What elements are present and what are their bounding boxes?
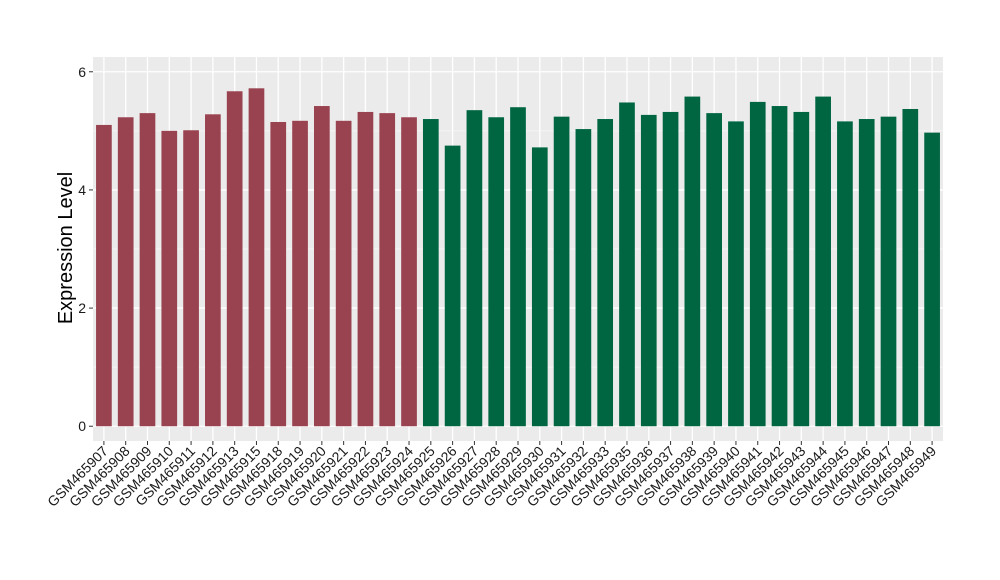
bar-GSM465948 (902, 108, 919, 427)
bar-GSM465945 (837, 121, 853, 427)
bar-GSM465936 (640, 114, 657, 427)
bar-GSM465946 (858, 119, 875, 427)
bar-GSM465944 (815, 96, 831, 427)
bar-GSM465908 (117, 117, 134, 427)
bar-GSM465918 (270, 121, 287, 427)
bar-GSM465922 (357, 111, 374, 427)
bar-GSM465931 (553, 116, 570, 427)
bar-GSM465930 (531, 147, 548, 427)
bar-GSM465937 (662, 111, 679, 427)
bar-GSM465939 (706, 113, 722, 427)
bar-GSM465919 (292, 120, 308, 427)
bars (96, 88, 940, 427)
bar-GSM465943 (793, 111, 810, 427)
bar-GSM465907 (96, 124, 112, 427)
bar-GSM465928 (488, 117, 505, 427)
bar-GSM465949 (924, 132, 940, 427)
bar-GSM465920 (314, 106, 330, 427)
bar-GSM465926 (444, 145, 461, 427)
bar-GSM465947 (880, 116, 897, 427)
bar-GSM465929 (510, 107, 526, 427)
y-axis-label: Expression Level (55, 172, 77, 324)
bar-GSM465924 (401, 117, 417, 427)
bar-GSM465912 (205, 114, 221, 427)
bar-GSM465933 (597, 119, 614, 427)
bar-GSM465911 (183, 130, 199, 427)
bar-GSM465927 (466, 110, 483, 427)
bar-GSM465910 (161, 130, 178, 427)
y-tick-label: 2 (78, 300, 86, 316)
bar-GSM465921 (335, 120, 352, 427)
bar-GSM465940 (728, 121, 744, 427)
bar-GSM465913 (226, 91, 243, 427)
bar-GSM465935 (619, 102, 635, 427)
bar-GSM465941 (749, 101, 766, 427)
bar-GSM465909 (139, 113, 156, 427)
bar-GSM465923 (379, 113, 396, 427)
y-tick-label: 4 (78, 182, 86, 198)
bar-GSM465925 (422, 119, 439, 427)
bar-GSM465932 (575, 129, 592, 427)
bar-GSM465942 (771, 106, 788, 427)
x-axis: GSM465907GSM465908GSM465909GSM465910GSM4… (44, 441, 939, 510)
y-tick-label: 0 (78, 418, 86, 434)
y-axis: 0 2 4 6 (78, 64, 93, 434)
bar-GSM465915 (248, 88, 265, 427)
y-tick-label: 6 (78, 64, 86, 80)
bar-GSM465938 (684, 96, 701, 427)
